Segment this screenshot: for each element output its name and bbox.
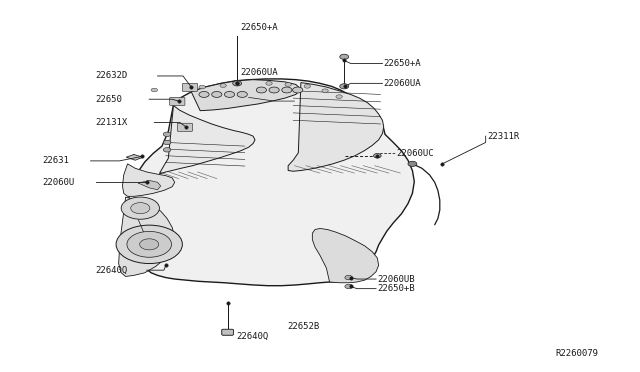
Circle shape — [187, 84, 196, 90]
Circle shape — [256, 87, 266, 93]
Circle shape — [345, 284, 353, 289]
Circle shape — [163, 140, 171, 145]
Circle shape — [282, 87, 292, 93]
Text: 22650+A: 22650+A — [384, 59, 421, 68]
Polygon shape — [118, 197, 175, 276]
Circle shape — [292, 87, 303, 93]
Circle shape — [340, 84, 349, 89]
Text: 22640Q: 22640Q — [96, 266, 128, 275]
Text: 22060UA: 22060UA — [241, 68, 278, 77]
Circle shape — [163, 132, 171, 137]
Text: 22632D: 22632D — [96, 71, 128, 80]
Circle shape — [304, 84, 310, 88]
Circle shape — [151, 88, 157, 92]
Text: 22311R: 22311R — [487, 132, 519, 141]
Text: 22650+A: 22650+A — [241, 23, 278, 32]
Circle shape — [285, 83, 291, 86]
Polygon shape — [122, 164, 175, 196]
Polygon shape — [126, 155, 143, 160]
Polygon shape — [125, 79, 414, 286]
Circle shape — [340, 54, 349, 60]
Circle shape — [266, 81, 272, 85]
Circle shape — [233, 81, 242, 86]
FancyBboxPatch shape — [177, 123, 193, 131]
Polygon shape — [288, 83, 384, 171]
Circle shape — [408, 161, 417, 166]
Text: 22650: 22650 — [96, 95, 123, 104]
Circle shape — [269, 87, 279, 93]
Circle shape — [225, 92, 235, 97]
Text: 22060UA: 22060UA — [384, 79, 421, 88]
Circle shape — [127, 231, 172, 257]
Text: 22131X: 22131X — [96, 118, 128, 127]
FancyBboxPatch shape — [182, 83, 198, 92]
Circle shape — [131, 203, 150, 214]
Text: R2260079: R2260079 — [556, 350, 599, 359]
Polygon shape — [191, 80, 301, 111]
Circle shape — [121, 197, 159, 219]
Text: 22650+B: 22650+B — [378, 284, 415, 293]
Circle shape — [212, 92, 222, 97]
Text: 22060UB: 22060UB — [378, 275, 415, 283]
Text: 22060UC: 22060UC — [396, 149, 434, 158]
Text: 22652B: 22652B — [287, 322, 319, 331]
Polygon shape — [138, 180, 161, 190]
Text: 22631: 22631 — [43, 156, 70, 166]
FancyBboxPatch shape — [222, 329, 234, 335]
Circle shape — [322, 89, 328, 93]
Circle shape — [199, 85, 205, 89]
Circle shape — [116, 225, 182, 263]
Circle shape — [163, 148, 171, 152]
Text: 22060U: 22060U — [43, 178, 75, 187]
Circle shape — [336, 95, 342, 99]
Circle shape — [220, 84, 227, 87]
Polygon shape — [312, 228, 379, 283]
Circle shape — [174, 99, 183, 104]
Circle shape — [237, 92, 247, 97]
Text: 22640Q: 22640Q — [236, 332, 268, 341]
Polygon shape — [159, 106, 255, 174]
Circle shape — [140, 239, 159, 250]
FancyBboxPatch shape — [170, 97, 185, 106]
Circle shape — [182, 124, 191, 129]
FancyBboxPatch shape — [222, 329, 234, 335]
Circle shape — [374, 154, 381, 158]
Circle shape — [199, 92, 209, 97]
Circle shape — [345, 275, 353, 280]
